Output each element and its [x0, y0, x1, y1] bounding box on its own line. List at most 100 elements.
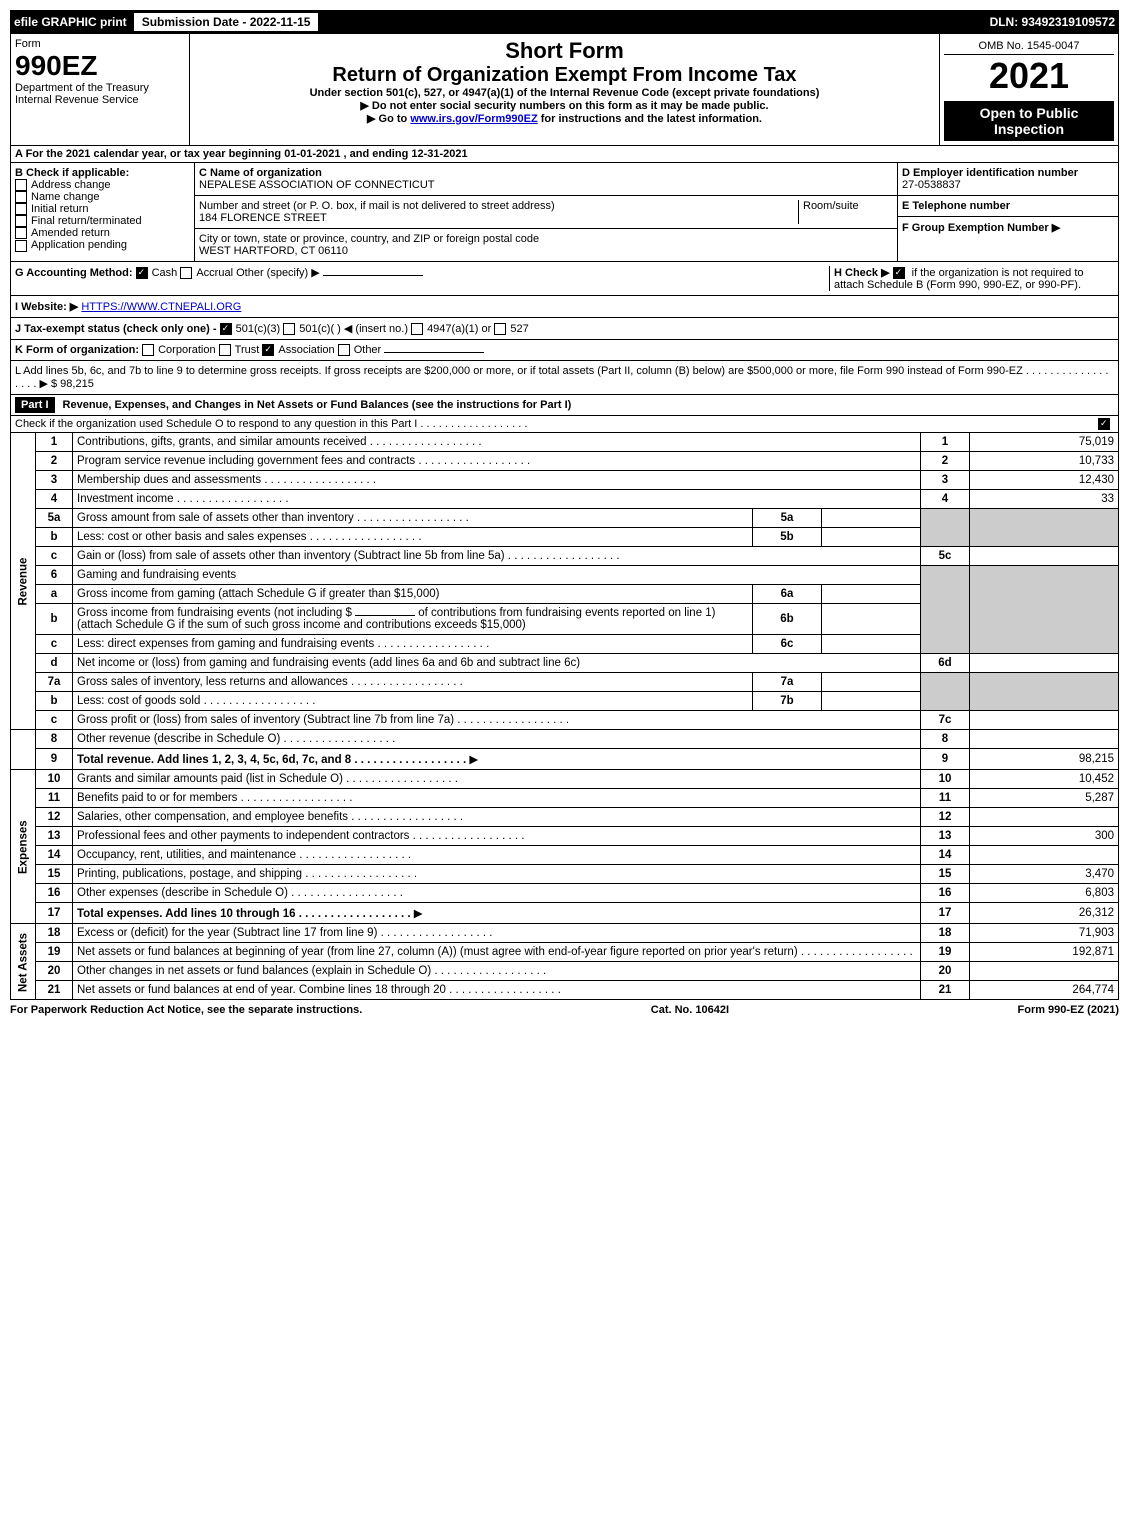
line-16-label: Other expenses (describe in Schedule O): [77, 887, 403, 899]
line-7c-amount: [970, 711, 1119, 730]
check-corp[interactable]: [142, 344, 154, 356]
line-11-num: 11: [36, 789, 73, 808]
check-final-return[interactable]: Final return/terminated: [15, 215, 190, 227]
j-label: J Tax-exempt status (check only one) -: [15, 323, 217, 335]
line-9-label: Total revenue. Add lines 1, 2, 3, 4, 5c,…: [77, 754, 466, 766]
shaded-6: [921, 566, 970, 654]
sidelabel-expenses: Expenses: [11, 770, 36, 924]
k-opt-0: Corporation: [158, 344, 215, 356]
line-6c-sub: 6c: [753, 635, 822, 654]
line-7c-num: c: [36, 711, 73, 730]
dln: DLN: 93492319109572: [990, 15, 1115, 29]
line-19-num: 19: [36, 943, 73, 962]
shaded-6v: [970, 566, 1119, 654]
city-value: WEST HARTFORD, CT 06110: [199, 245, 893, 257]
other-org-input[interactable]: [384, 352, 484, 353]
row-l: L Add lines 5b, 6c, and 7b to line 9 to …: [10, 361, 1119, 395]
check-note-text: Check if the organization used Schedule …: [15, 418, 417, 430]
line-17-num: 17: [36, 903, 73, 924]
omb-number: OMB No. 1545-0047: [944, 38, 1114, 55]
line-6b-blank[interactable]: [355, 615, 415, 616]
line-6d-amount: [970, 654, 1119, 673]
check-501c[interactable]: [283, 323, 295, 335]
instr2-pre: ▶ Go to: [367, 113, 410, 125]
line-20-box: 20: [921, 962, 970, 981]
chk-initial-label: Initial return: [31, 203, 88, 215]
part-i-header-row: Part I Revenue, Expenses, and Changes in…: [10, 395, 1119, 416]
line-6a-sub: 6a: [753, 585, 822, 604]
tax-year: 2021: [944, 55, 1114, 97]
check-initial-return[interactable]: Initial return: [15, 203, 190, 215]
check-assoc[interactable]: [262, 344, 274, 356]
check-527[interactable]: [494, 323, 506, 335]
line-19-box: 19: [921, 943, 970, 962]
line-20-label: Other changes in net assets or fund bala…: [77, 965, 546, 977]
website-link[interactable]: HTTPS://WWW.CTNEPALI.ORG: [81, 301, 241, 313]
row-gh: G Accounting Method: Cash Accrual Other …: [10, 262, 1119, 296]
other-specify-input[interactable]: [323, 275, 423, 276]
check-501c3[interactable]: [220, 323, 232, 335]
line-7b-sub: 7b: [753, 692, 822, 711]
line-6c-label: Less: direct expenses from gaming and fu…: [77, 638, 489, 650]
line-13-label: Professional fees and other payments to …: [77, 830, 524, 842]
line-5c-num: c: [36, 547, 73, 566]
j-opt-1: 501(c)( ) ◀ (insert no.): [299, 323, 408, 335]
top-bar: efile GRAPHIC print Submission Date - 20…: [10, 10, 1119, 34]
line-6-num: 6: [36, 566, 73, 585]
instruction-2: ▶ Go to www.irs.gov/Form990EZ for instru…: [194, 112, 935, 125]
check-amended-return[interactable]: Amended return: [15, 227, 190, 239]
line-5a-label: Gross amount from sale of assets other t…: [77, 512, 469, 524]
chk-final-label: Final return/terminated: [31, 215, 142, 227]
irs-link[interactable]: www.irs.gov/Form990EZ: [410, 113, 537, 125]
line-3-amount: 12,430: [970, 471, 1119, 490]
short-form-title: Short Form: [194, 38, 935, 64]
shaded-5v: [970, 509, 1119, 547]
check-address-change[interactable]: Address change: [15, 179, 190, 191]
check-h[interactable]: [893, 267, 905, 279]
check-schedule-o[interactable]: [1098, 418, 1110, 430]
line-14-amount: [970, 846, 1119, 865]
line-7b-num: b: [36, 692, 73, 711]
j-opt-3: 527: [510, 323, 528, 335]
line-19-amount: 192,871: [970, 943, 1119, 962]
chk-name-label: Name change: [31, 191, 100, 203]
check-accrual[interactable]: [180, 267, 192, 279]
accrual-label: Accrual: [196, 267, 233, 279]
footer-mid: Cat. No. 10642I: [651, 1004, 729, 1016]
cash-label: Cash: [152, 267, 178, 279]
check-cash[interactable]: [136, 267, 148, 279]
line-18-amount: 71,903: [970, 924, 1119, 943]
line-3-box: 3: [921, 471, 970, 490]
line-10-box: 10: [921, 770, 970, 789]
line-5b-sub: 5b: [753, 528, 822, 547]
main-title: Return of Organization Exempt From Incom…: [194, 64, 935, 87]
line-5a-subval: [822, 509, 921, 528]
check-trust[interactable]: [219, 344, 231, 356]
room-label: Room/suite: [803, 200, 893, 212]
line-6a-subval: [822, 585, 921, 604]
instruction-1: ▶ Do not enter social security numbers o…: [194, 99, 935, 112]
check-4947[interactable]: [411, 323, 423, 335]
line-13-num: 13: [36, 827, 73, 846]
line-7a-sub: 7a: [753, 673, 822, 692]
line-1-num: 1: [36, 433, 73, 452]
line-7a-label: Gross sales of inventory, less returns a…: [77, 676, 463, 688]
line-3-label: Membership dues and assessments: [77, 474, 376, 486]
h-label: H Check ▶: [834, 267, 890, 279]
line-5a-num: 5a: [36, 509, 73, 528]
line-12-box: 12: [921, 808, 970, 827]
line-9-box: 9: [921, 749, 970, 770]
line-8-label: Other revenue (describe in Schedule O): [77, 733, 395, 745]
check-application-pending[interactable]: Application pending: [15, 239, 190, 251]
line-8-amount: [970, 730, 1119, 749]
check-name-change[interactable]: Name change: [15, 191, 190, 203]
k-label: K Form of organization:: [15, 344, 139, 356]
submission-date: Submission Date - 2022-11-15: [133, 12, 320, 32]
check-other-org[interactable]: [338, 344, 350, 356]
shaded-7: [921, 673, 970, 711]
line-11-box: 11: [921, 789, 970, 808]
section-a: A For the 2021 calendar year, or tax yea…: [10, 146, 1119, 163]
line-16-amount: 6,803: [970, 884, 1119, 903]
d-label: D Employer identification number: [902, 167, 1114, 179]
line-6c-subval: [822, 635, 921, 654]
